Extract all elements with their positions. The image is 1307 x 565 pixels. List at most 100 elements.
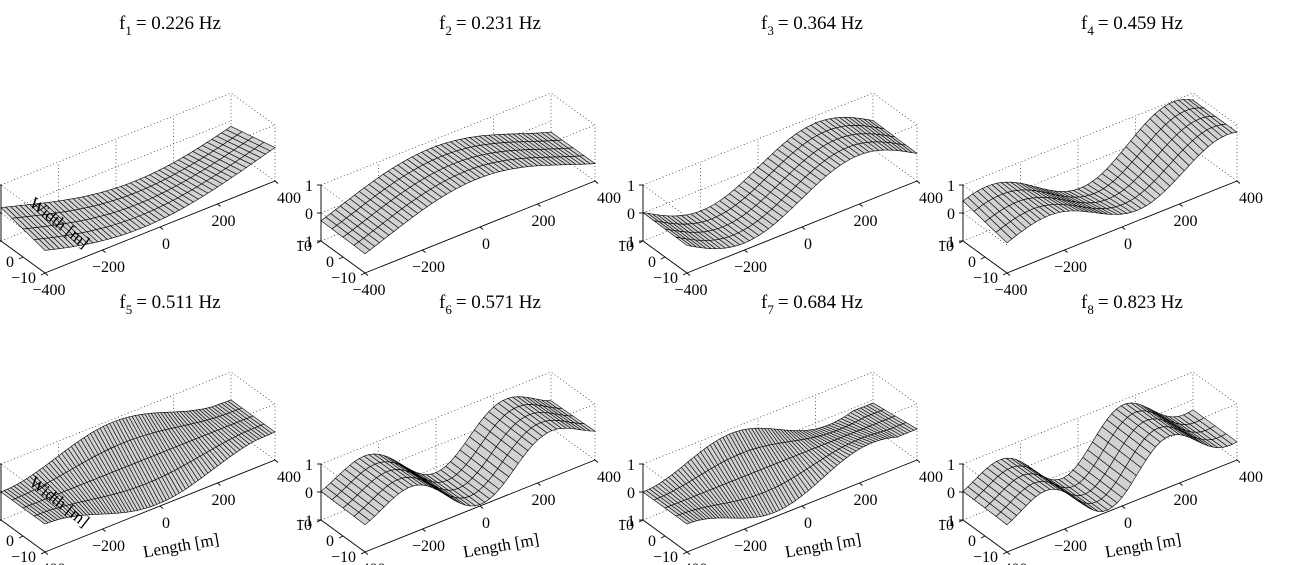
length-tick-label: −200 xyxy=(734,259,767,276)
surface-patch xyxy=(675,514,691,525)
width-tick-label: −10 xyxy=(11,549,36,565)
width-tick xyxy=(40,272,46,276)
width-tick-label: 0 xyxy=(648,254,656,271)
length-tick xyxy=(479,505,484,509)
length-tick xyxy=(686,551,691,555)
surface-mesh xyxy=(642,402,918,525)
amplitude-tick-label: −1 xyxy=(618,513,635,530)
width-tick-label: −10 xyxy=(653,549,678,565)
length-tick xyxy=(44,272,49,276)
box-edge xyxy=(550,92,596,126)
amplitude-tick-label: 0 xyxy=(627,485,635,502)
length-tick-label: 400 xyxy=(919,469,943,486)
amplitude-tick-label: 1 xyxy=(305,178,313,195)
width-tick xyxy=(338,535,344,539)
title-freq-symbol: f xyxy=(119,13,126,34)
width-tick xyxy=(18,256,24,260)
width-tick-label: 0 xyxy=(326,254,334,271)
surface-patch xyxy=(675,236,692,247)
length-tick-label: 200 xyxy=(532,492,556,509)
length-tick xyxy=(159,505,164,509)
width-tick xyxy=(360,551,366,555)
length-tick xyxy=(916,180,921,184)
surface-mesh xyxy=(320,396,597,526)
title-index: 8 xyxy=(1087,302,1094,317)
length-tick-label: −400 xyxy=(994,282,1027,299)
width-tick-label: 0 xyxy=(326,533,334,550)
length-tick xyxy=(1236,459,1241,463)
length-tick xyxy=(274,180,279,184)
length-tick-label: −200 xyxy=(734,538,767,555)
length-tick-label: −200 xyxy=(412,259,445,276)
length-tick-label: −200 xyxy=(92,538,125,555)
length-axis-label: Length [m] xyxy=(462,530,541,562)
surface-patch xyxy=(353,511,371,526)
length-tick xyxy=(159,226,164,230)
title-index: 5 xyxy=(126,302,133,317)
title-freq-symbol: f xyxy=(1081,13,1088,34)
length-tick-label: −200 xyxy=(412,538,445,555)
title-freq-symbol: f xyxy=(1081,292,1088,313)
length-tick xyxy=(364,272,369,276)
length-tick-label: 0 xyxy=(804,515,812,532)
length-tick xyxy=(801,226,806,230)
length-tick-label: 400 xyxy=(597,190,621,207)
title-freq-symbol: f xyxy=(439,292,446,313)
surface-mesh xyxy=(962,402,1238,526)
width-tick-label: −10 xyxy=(973,270,998,287)
amplitude-tick-label: 0 xyxy=(305,206,313,223)
title-value: = 0.231 Hz xyxy=(456,13,541,34)
width-tick-label: −10 xyxy=(331,270,356,287)
box-edge xyxy=(230,92,276,126)
width-tick-label: 10 xyxy=(938,517,954,534)
title-freq-symbol: f xyxy=(761,292,768,313)
title-value: = 0.226 Hz xyxy=(136,13,221,34)
length-tick xyxy=(217,203,221,207)
amplitude-tick-label: 0 xyxy=(947,485,955,502)
length-tick xyxy=(102,249,106,253)
length-tick-label: 400 xyxy=(597,469,621,486)
length-tick-label: 0 xyxy=(162,236,170,253)
amplitude-tick-label: 1 xyxy=(947,457,955,474)
length-tick-label: 0 xyxy=(162,515,170,532)
width-tick-label: 0 xyxy=(968,254,976,271)
width-tick xyxy=(660,256,666,260)
surface-mesh xyxy=(0,126,276,251)
length-tick-label: 200 xyxy=(212,213,236,230)
length-tick-label: 400 xyxy=(277,469,301,486)
length-tick xyxy=(859,203,863,207)
title-value: = 0.684 Hz xyxy=(778,292,863,313)
length-tick xyxy=(217,482,221,486)
amplitude-tick-label: −1 xyxy=(618,234,635,251)
length-tick xyxy=(1121,505,1126,509)
length-tick-label: 0 xyxy=(1124,236,1132,253)
amplitude-tick-label: 0 xyxy=(305,485,313,502)
length-tick xyxy=(1006,272,1011,276)
surface-mesh xyxy=(642,116,918,250)
title-value: = 0.364 Hz xyxy=(778,13,863,34)
length-tick-label: −400 xyxy=(352,561,385,565)
amplitude-tick-label: 0 xyxy=(947,206,955,223)
title-freq-symbol: f xyxy=(439,13,446,34)
length-tick-label: −400 xyxy=(352,282,385,299)
amplitude-tick-label: −1 xyxy=(296,513,313,530)
length-tick xyxy=(1064,249,1068,253)
length-tick-label: −200 xyxy=(1054,538,1087,555)
length-axis-label: Length [m] xyxy=(142,530,221,562)
width-tick-label: 10 xyxy=(618,517,634,534)
amplitude-tick-label: −1 xyxy=(938,513,955,530)
length-tick xyxy=(1179,203,1183,207)
width-tick-label: 10 xyxy=(296,517,312,534)
length-tick-label: 400 xyxy=(1239,469,1263,486)
surface-patch xyxy=(995,511,1013,526)
length-axis-label: Length [m] xyxy=(1104,530,1183,562)
length-tick xyxy=(916,459,921,463)
width-tick xyxy=(18,535,24,539)
chart-panel-6: f6= 0.571 Hz−400−2000200400−10010−101Len… xyxy=(296,292,621,565)
title-freq-symbol: f xyxy=(119,292,126,313)
length-tick-label: 400 xyxy=(1239,190,1263,207)
length-tick xyxy=(1236,180,1241,184)
chart-panel-5: f5= 0.511 Hz−400−2000200400−10010−101Wid… xyxy=(0,292,301,565)
length-tick-label: 400 xyxy=(919,190,943,207)
length-tick xyxy=(801,505,806,509)
